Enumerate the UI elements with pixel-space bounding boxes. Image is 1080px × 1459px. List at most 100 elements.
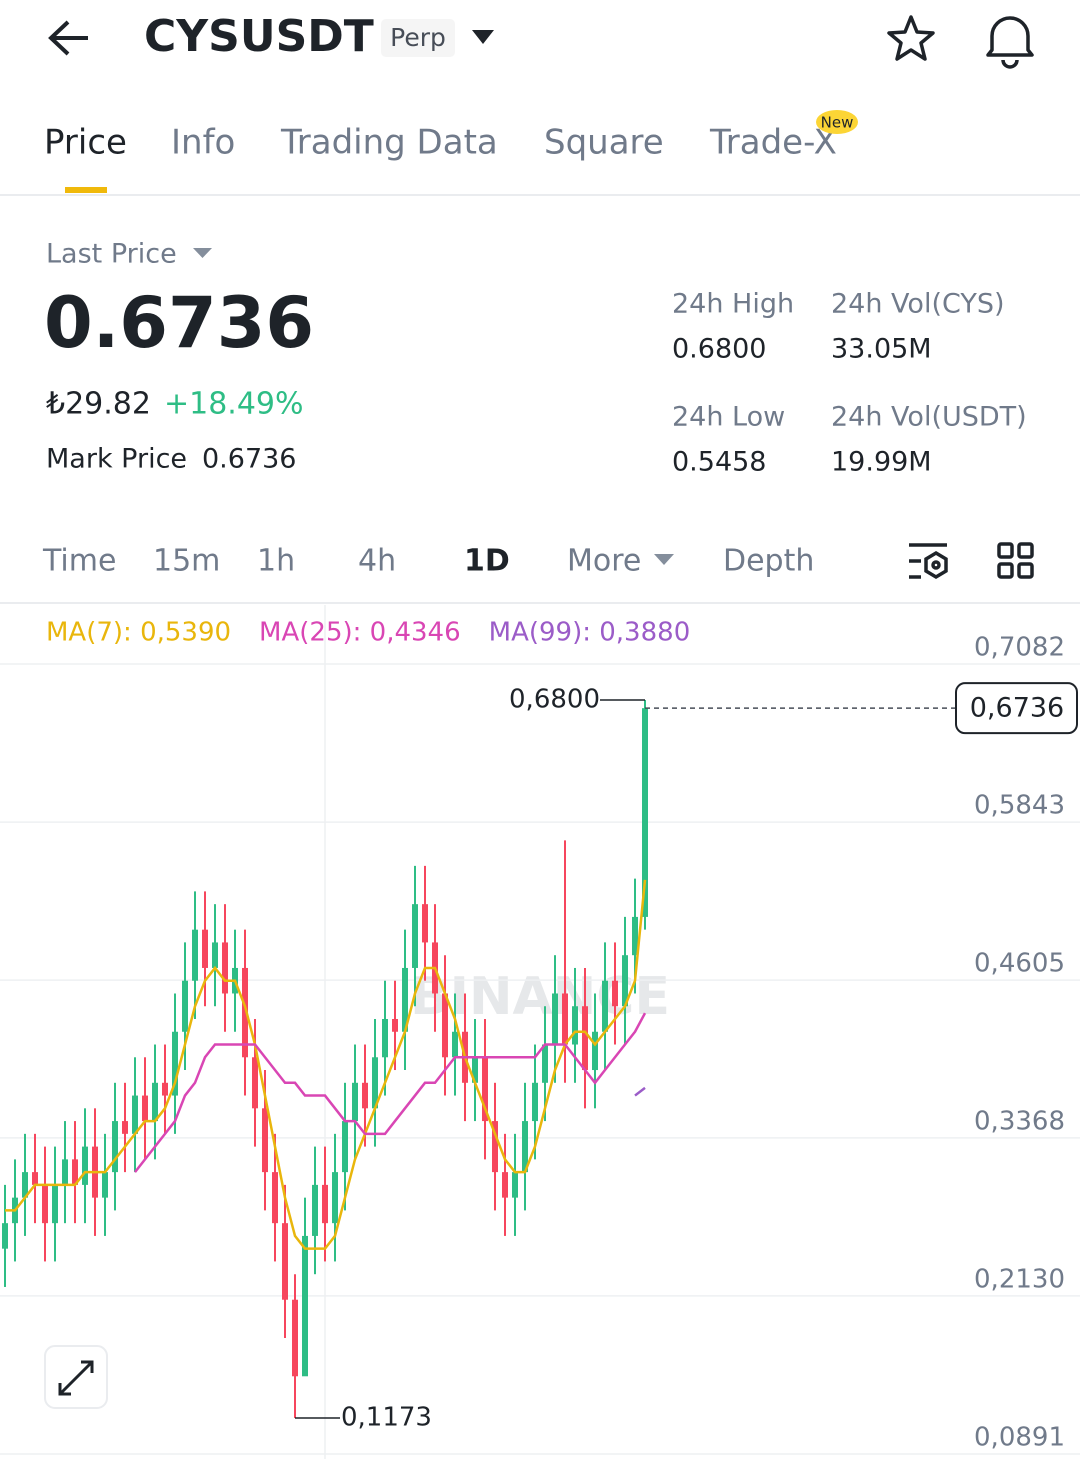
new-badge: New xyxy=(821,114,854,132)
dropdown-icon[interactable] xyxy=(654,554,674,565)
candle-body xyxy=(612,980,618,1007)
tab[interactable]: Trading Data xyxy=(280,123,498,163)
back-icon[interactable] xyxy=(48,20,88,56)
candle-body xyxy=(502,1172,508,1198)
candle-body xyxy=(412,904,418,968)
dropdown-icon[interactable] xyxy=(472,30,494,44)
candle-body xyxy=(482,1057,488,1122)
candle-body xyxy=(622,955,628,1007)
tabs: Price Info Trading Data Square Trade-X xyxy=(44,123,837,163)
watermark: BINANCE xyxy=(410,967,670,1027)
candle-body xyxy=(632,916,638,956)
ma-line xyxy=(5,879,647,1250)
tab[interactable]: Price xyxy=(44,123,127,163)
candle-body xyxy=(192,929,198,981)
y-tick-label: 0,2130 xyxy=(974,1264,1065,1294)
candle-body xyxy=(282,1223,288,1300)
new-badge-bg xyxy=(816,110,858,134)
candle-body xyxy=(472,1057,478,1083)
candle-body xyxy=(272,1172,278,1224)
last-price: 0.6736 xyxy=(44,282,314,364)
candle-body xyxy=(512,1172,518,1198)
candle-body xyxy=(542,1044,548,1083)
tab-indicator xyxy=(65,187,107,193)
candle-body xyxy=(62,1159,68,1185)
candle-body xyxy=(82,1146,88,1185)
ma-line xyxy=(634,1086,646,1097)
last-price-tag xyxy=(955,682,1078,735)
candle-body xyxy=(182,980,188,1032)
candle-body xyxy=(372,1057,378,1109)
candle-body xyxy=(442,993,448,1058)
mark-price-label: Mark Price xyxy=(46,444,187,475)
candle-body xyxy=(132,1095,138,1134)
candle-body xyxy=(2,1223,8,1249)
y-tick-label: 0,4605 xyxy=(974,949,1065,979)
candle-body xyxy=(102,1172,108,1198)
candle-body xyxy=(292,1299,298,1377)
plot: 0,0891 0,2130 0,3368 0,4605 0,5843 0,7082 MA(7… xyxy=(0,618,1080,1455)
candle-body xyxy=(362,1082,368,1109)
candle-body xyxy=(252,1057,258,1109)
legend-entry: MA(7): 0,5390 xyxy=(46,618,231,648)
dropdown-icon[interactable] xyxy=(193,248,212,258)
candle-body xyxy=(452,1031,458,1058)
candle-body xyxy=(642,708,648,917)
interval[interactable]: More xyxy=(567,544,641,579)
candle-body xyxy=(332,1172,338,1224)
candle-body xyxy=(172,1031,178,1096)
candle-body xyxy=(32,1172,38,1185)
candle-body xyxy=(202,929,208,968)
candle-body xyxy=(522,1121,528,1173)
interval[interactable]: 15m xyxy=(153,544,220,579)
stat-value: 19.99M xyxy=(831,447,932,478)
legend-entry: MA(99): 0,3880 xyxy=(489,618,691,648)
interval[interactable]: Depth xyxy=(723,544,814,579)
candle-body xyxy=(152,1082,158,1122)
candle-body xyxy=(142,1095,148,1122)
last-price-label: Last Price xyxy=(46,239,177,270)
interval[interactable]: 4h xyxy=(358,544,396,579)
candle-body xyxy=(262,1108,268,1173)
candle-body xyxy=(382,1018,388,1058)
tab[interactable]: Trade-X xyxy=(709,123,837,163)
stat-value: 0.5458 xyxy=(672,447,766,478)
bell-icon[interactable] xyxy=(986,16,1034,69)
fiat-price: ₺29.82 xyxy=(46,387,151,422)
tab[interactable]: Square xyxy=(544,123,664,163)
expand-icon xyxy=(58,1360,94,1396)
y-tick-label: 0,5843 xyxy=(974,791,1065,821)
candle-body xyxy=(222,942,228,994)
candle-body xyxy=(562,993,568,1045)
high-marker-label: 0,6800 xyxy=(509,684,600,714)
candle-body xyxy=(312,1184,318,1236)
candle-body xyxy=(592,1031,598,1071)
candle-body xyxy=(552,993,558,1045)
grid-icon[interactable] xyxy=(997,542,1034,579)
symbol: CYSUSDT xyxy=(144,11,374,62)
y-tick-label: 0,3368 xyxy=(974,1106,1065,1136)
candle-body xyxy=(162,1082,168,1096)
stats: 24h High 0.6800 24h Vol(CYS) 33.05M 24h Low 0… xyxy=(672,289,1027,478)
settings-icon[interactable] xyxy=(909,543,948,580)
star-icon[interactable] xyxy=(887,15,935,61)
stat-label: 24h Vol(CYS) xyxy=(831,289,1005,320)
stat-value: 33.05M xyxy=(831,334,932,365)
intervals: Time 15m 1h 4h 1D More Depth xyxy=(42,544,814,579)
candle-body xyxy=(402,967,408,1032)
interval[interactable]: 1h xyxy=(257,544,295,579)
candle-body xyxy=(302,1235,308,1377)
interval[interactable]: 1D xyxy=(464,544,510,579)
perp-badge: Perp xyxy=(390,23,446,52)
change: +18.49% xyxy=(164,387,304,422)
candle-body xyxy=(122,1121,128,1134)
candle-body xyxy=(42,1184,48,1224)
candle-body xyxy=(322,1184,328,1224)
stat-value: 0.6800 xyxy=(672,334,766,365)
tab[interactable]: Info xyxy=(171,123,235,163)
candle-body xyxy=(212,942,218,968)
interval[interactable]: Time xyxy=(42,544,116,579)
candle-body xyxy=(572,1006,578,1045)
